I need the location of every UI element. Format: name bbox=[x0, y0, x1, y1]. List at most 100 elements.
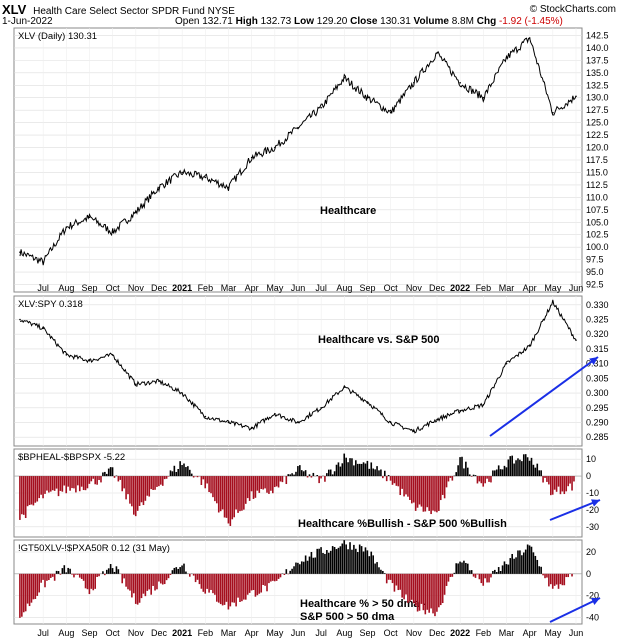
histogram-bar bbox=[241, 476, 243, 511]
histogram-bar bbox=[179, 461, 181, 477]
data-point bbox=[135, 211, 137, 214]
histogram-bar bbox=[306, 476, 309, 478]
histogram-bar bbox=[376, 562, 378, 574]
trend-arrow bbox=[549, 499, 601, 521]
histogram-bar bbox=[526, 457, 529, 477]
histogram-bar bbox=[372, 555, 374, 574]
histogram-bar bbox=[522, 454, 525, 477]
data-point bbox=[505, 57, 508, 59]
y-tick-label: 0.290 bbox=[586, 417, 609, 427]
histogram-bar bbox=[333, 547, 336, 574]
histogram-bar bbox=[513, 463, 515, 477]
histogram-bar bbox=[559, 476, 562, 495]
histogram-bar bbox=[217, 573, 220, 603]
histogram-bar bbox=[548, 573, 550, 587]
histogram-bar bbox=[538, 566, 541, 574]
histogram-bar bbox=[563, 476, 566, 495]
open-label: Open bbox=[175, 16, 200, 27]
histogram-bar bbox=[223, 476, 226, 518]
histogram-bar bbox=[536, 463, 539, 477]
histogram-bar bbox=[382, 476, 384, 479]
histogram-bar bbox=[223, 573, 226, 605]
histogram-bar bbox=[235, 573, 237, 607]
histogram-bar bbox=[21, 476, 23, 515]
histogram-bar bbox=[156, 476, 158, 487]
histogram-bar bbox=[167, 476, 170, 477]
x-tick-label: Nov bbox=[128, 283, 145, 293]
histogram-bar bbox=[339, 466, 342, 477]
histogram-bar bbox=[109, 467, 112, 477]
histogram-bar bbox=[302, 561, 305, 574]
histogram-bar bbox=[109, 564, 112, 574]
histogram-bar bbox=[212, 573, 214, 594]
data-point bbox=[274, 146, 276, 149]
y-tick-label: 102.5 bbox=[586, 230, 609, 240]
high-label: High bbox=[235, 16, 258, 27]
data-point bbox=[552, 301, 554, 303]
histogram-bar bbox=[250, 476, 253, 492]
histogram-bar bbox=[65, 572, 68, 574]
histogram-bar bbox=[409, 476, 411, 500]
histogram-bar bbox=[503, 561, 506, 574]
histogram-bar bbox=[569, 476, 571, 484]
histogram-bar bbox=[146, 573, 149, 591]
histogram-bar bbox=[266, 573, 268, 592]
histogram-bar bbox=[492, 570, 494, 574]
histogram-bar bbox=[528, 460, 531, 477]
histogram-bar bbox=[567, 476, 569, 487]
histogram-bar bbox=[403, 476, 405, 497]
histogram-bar bbox=[393, 476, 396, 484]
histogram-bar bbox=[289, 570, 291, 574]
histogram-bar bbox=[329, 469, 332, 477]
histogram-bar bbox=[297, 562, 299, 574]
histogram-bar bbox=[438, 573, 440, 608]
histogram-bar bbox=[53, 573, 56, 581]
histogram-bar bbox=[283, 573, 286, 575]
x-tick-label: Jul bbox=[37, 628, 49, 638]
histogram-bar bbox=[492, 470, 494, 477]
histogram-bar bbox=[264, 573, 266, 586]
histogram-bar bbox=[152, 573, 154, 586]
histogram-bar bbox=[61, 568, 64, 574]
histogram-bar bbox=[544, 573, 546, 579]
histogram-bar bbox=[231, 476, 234, 520]
histogram-bar bbox=[389, 476, 392, 481]
histogram-bar bbox=[362, 551, 365, 574]
histogram-bar bbox=[480, 573, 483, 584]
histogram-bar bbox=[356, 463, 359, 477]
histogram-bar bbox=[86, 573, 89, 590]
histogram-bar bbox=[175, 471, 178, 477]
histogram-bar bbox=[397, 573, 400, 591]
histogram-bar bbox=[104, 471, 106, 477]
histogram-bar bbox=[204, 573, 207, 594]
histogram-bar bbox=[457, 465, 459, 477]
data-point bbox=[181, 392, 183, 394]
histogram-bar bbox=[424, 476, 427, 512]
histogram-bar bbox=[318, 548, 320, 574]
histogram-bar bbox=[532, 464, 535, 477]
histogram-bar bbox=[517, 458, 519, 477]
histogram-bar bbox=[327, 552, 330, 574]
histogram-bar bbox=[501, 565, 504, 574]
histogram-bar bbox=[171, 570, 174, 574]
histogram-bar bbox=[443, 573, 446, 595]
histogram-bar bbox=[214, 573, 216, 595]
histogram-bar bbox=[67, 476, 69, 487]
y-tick-label: 0.285 bbox=[586, 432, 609, 442]
histogram-bar bbox=[30, 476, 33, 505]
histogram-bar bbox=[374, 563, 376, 574]
x-tick-label: Dec bbox=[151, 283, 168, 293]
x-tick-label: Nov bbox=[128, 628, 145, 638]
histogram-bar bbox=[113, 571, 116, 574]
x-tick-label: Mar bbox=[499, 628, 515, 638]
histogram-bar bbox=[524, 454, 527, 477]
histogram-bar bbox=[521, 461, 523, 477]
histogram-bar bbox=[470, 476, 473, 477]
histogram-bar bbox=[243, 573, 245, 600]
histogram-bar bbox=[183, 563, 185, 574]
histogram-bar bbox=[185, 467, 187, 477]
histogram-bar bbox=[308, 556, 311, 574]
histogram-bar bbox=[196, 573, 199, 580]
histogram-bar bbox=[351, 458, 353, 477]
